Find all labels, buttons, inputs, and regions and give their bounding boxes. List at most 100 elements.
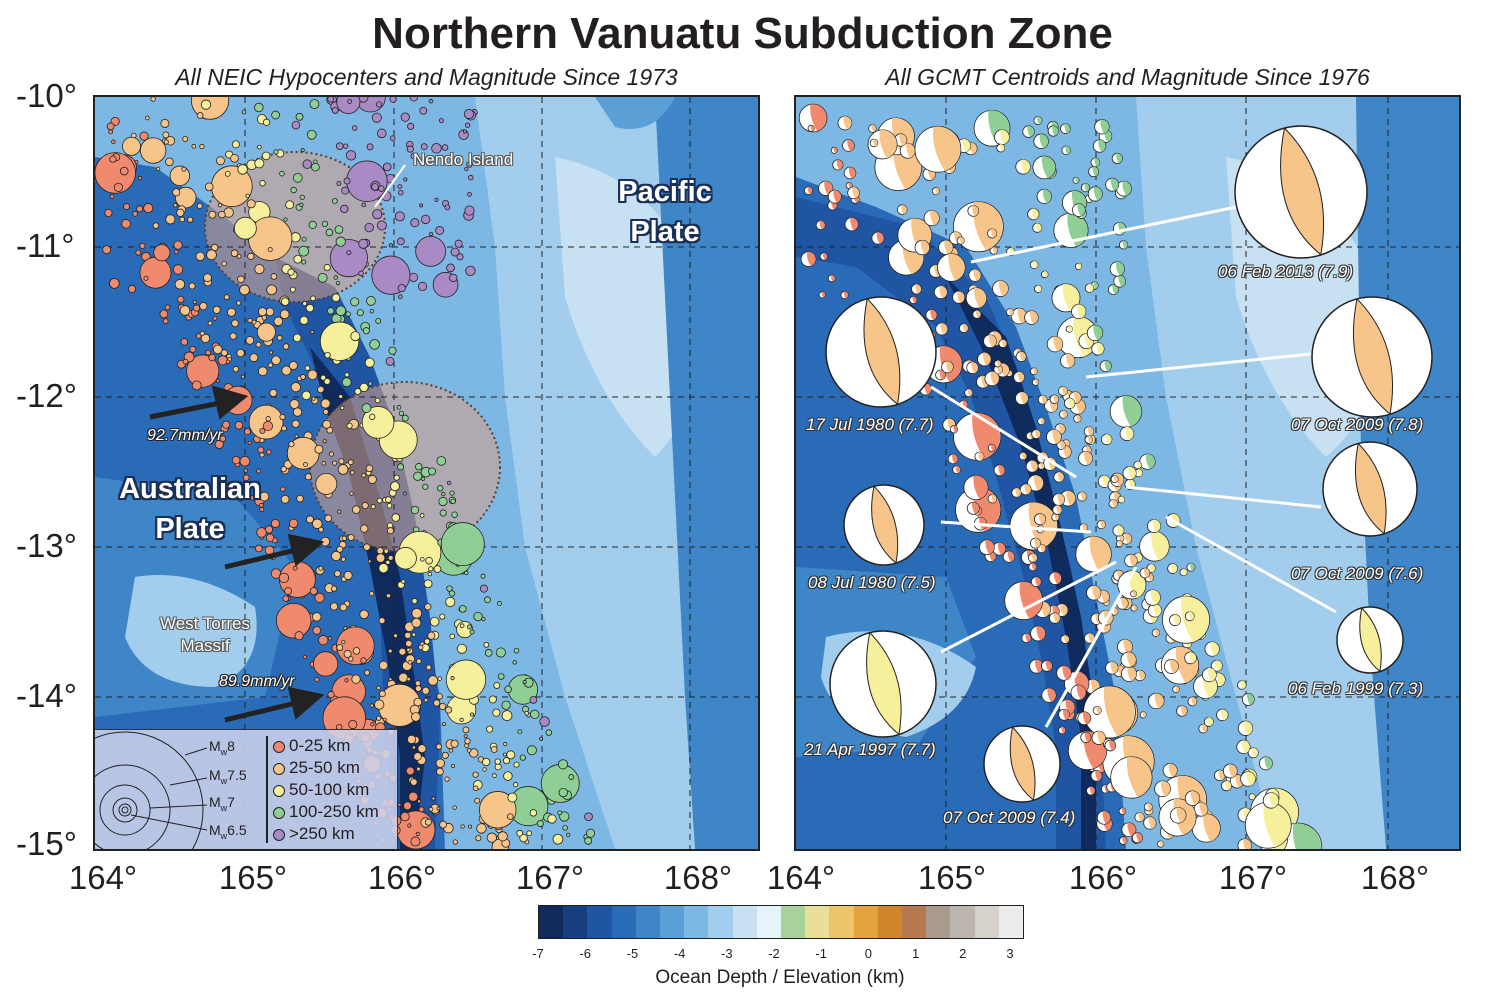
earthquake-marker bbox=[389, 97, 397, 103]
centroid-marker bbox=[965, 287, 988, 309]
earthquake-marker bbox=[265, 307, 275, 317]
depth-swatch-50-100 bbox=[273, 784, 285, 797]
earthquake-marker bbox=[466, 624, 473, 630]
earthquake-marker bbox=[359, 382, 369, 393]
pacific-plate-label-line1: Pacific bbox=[618, 176, 712, 208]
earthquake-marker bbox=[314, 444, 324, 454]
earthquake-marker bbox=[417, 799, 422, 804]
centroid-marker bbox=[815, 220, 826, 231]
earthquake-marker bbox=[445, 659, 487, 700]
earthquake-marker bbox=[143, 203, 154, 214]
colorbar-tick-label: -6 bbox=[579, 946, 591, 961]
earthquake-marker bbox=[367, 381, 373, 386]
earthquake-marker bbox=[472, 785, 479, 792]
centroid-marker bbox=[1029, 659, 1044, 674]
earthquake-marker bbox=[385, 593, 391, 599]
centroid-marker bbox=[1191, 813, 1221, 843]
centroid-marker bbox=[1010, 307, 1028, 325]
earthquake-marker bbox=[451, 511, 458, 518]
earthquake-marker bbox=[323, 377, 331, 385]
earthquake-marker bbox=[448, 748, 454, 753]
earthquake-marker bbox=[504, 685, 512, 694]
hypocenter-map-panel: Nendo Island Pacific Plate Australian Pl… bbox=[93, 95, 760, 851]
earthquake-marker bbox=[351, 125, 358, 131]
earthquake-marker bbox=[169, 165, 191, 187]
centroid-marker bbox=[1258, 756, 1273, 771]
earthquake-marker bbox=[323, 263, 331, 272]
australian-plate-label: Australian Plate bbox=[100, 469, 280, 549]
west-torres-label-line2: Massif bbox=[180, 636, 230, 655]
earthquake-marker bbox=[204, 182, 214, 192]
earthquake-marker bbox=[419, 106, 428, 115]
centroid-marker bbox=[1083, 426, 1095, 437]
earthquake-marker bbox=[254, 158, 265, 169]
centroid-marker bbox=[992, 280, 1009, 297]
earthquake-marker bbox=[408, 272, 419, 282]
centroid-marker bbox=[1084, 435, 1094, 444]
figure-title: Northern Vanuatu Subduction Zone bbox=[372, 9, 1113, 58]
earthquake-marker bbox=[512, 660, 517, 665]
earthquake-marker bbox=[400, 112, 410, 122]
earthquake-marker bbox=[414, 685, 422, 692]
earthquake-marker bbox=[418, 644, 424, 651]
earthquake-marker bbox=[427, 631, 436, 640]
centroid-marker bbox=[994, 129, 1010, 145]
earthquake-marker bbox=[501, 700, 511, 710]
earthquake-marker bbox=[281, 425, 287, 432]
earthquake-marker bbox=[231, 140, 240, 149]
earthquake-marker bbox=[398, 294, 403, 299]
centroid-marker bbox=[1074, 262, 1082, 270]
earthquake-marker bbox=[317, 385, 325, 394]
earthquake-marker bbox=[423, 638, 431, 645]
earthquake-marker bbox=[439, 820, 448, 829]
earthquake-marker bbox=[341, 377, 352, 388]
centroid-map bbox=[796, 97, 1459, 849]
earthquake-marker bbox=[378, 563, 389, 574]
earthquake-marker bbox=[102, 245, 112, 255]
earthquake-marker bbox=[337, 509, 342, 514]
earthquake-marker bbox=[420, 557, 425, 562]
earthquake-marker bbox=[450, 739, 459, 748]
focal-mechanism bbox=[1322, 441, 1418, 537]
earthquake-marker bbox=[441, 144, 449, 151]
earthquake-marker bbox=[108, 129, 114, 135]
earthquake-marker bbox=[360, 524, 369, 533]
colorbar-swatch bbox=[684, 906, 709, 938]
y-tick-label: -14° bbox=[16, 677, 77, 714]
colorbar-swatch bbox=[635, 906, 661, 938]
earthquake-marker bbox=[281, 365, 292, 376]
earthquake-marker bbox=[336, 545, 344, 553]
centroid-marker bbox=[947, 453, 959, 465]
centroid-marker bbox=[1078, 450, 1093, 466]
earthquake-marker bbox=[382, 717, 387, 722]
centroid-marker bbox=[1053, 471, 1065, 483]
earthquake-marker bbox=[414, 680, 421, 687]
earthquake-marker bbox=[502, 757, 511, 765]
centroid-marker bbox=[1237, 680, 1247, 690]
earthquake-marker bbox=[299, 194, 305, 200]
earthquake-marker bbox=[265, 525, 274, 534]
centroid-marker bbox=[1113, 275, 1126, 288]
colorbar-swatch bbox=[781, 906, 806, 938]
earthquake-marker bbox=[266, 449, 272, 455]
centroid-marker bbox=[993, 464, 1006, 477]
centroid-marker bbox=[1088, 166, 1100, 178]
earthquake-marker bbox=[229, 332, 237, 340]
centroid-marker bbox=[993, 364, 1004, 375]
centroid-marker bbox=[1248, 793, 1256, 801]
earthquake-marker bbox=[410, 152, 418, 160]
centroid-marker bbox=[1086, 585, 1102, 601]
colorbar-swatch bbox=[926, 906, 951, 938]
earthquake-marker bbox=[261, 151, 271, 161]
earthquake-marker bbox=[378, 617, 386, 625]
earthquake-marker bbox=[411, 607, 423, 619]
centroid-marker bbox=[1083, 685, 1136, 739]
y-tick-label: -11° bbox=[16, 227, 75, 264]
focal-mechanisms bbox=[825, 125, 1433, 803]
earthquake-marker bbox=[312, 612, 322, 622]
earthquake-marker bbox=[401, 414, 409, 422]
earthquake-marker bbox=[444, 204, 451, 211]
earthquake-marker bbox=[307, 369, 318, 380]
colorbar-tick-label: -3 bbox=[721, 946, 733, 961]
earthquake-marker bbox=[557, 810, 563, 816]
